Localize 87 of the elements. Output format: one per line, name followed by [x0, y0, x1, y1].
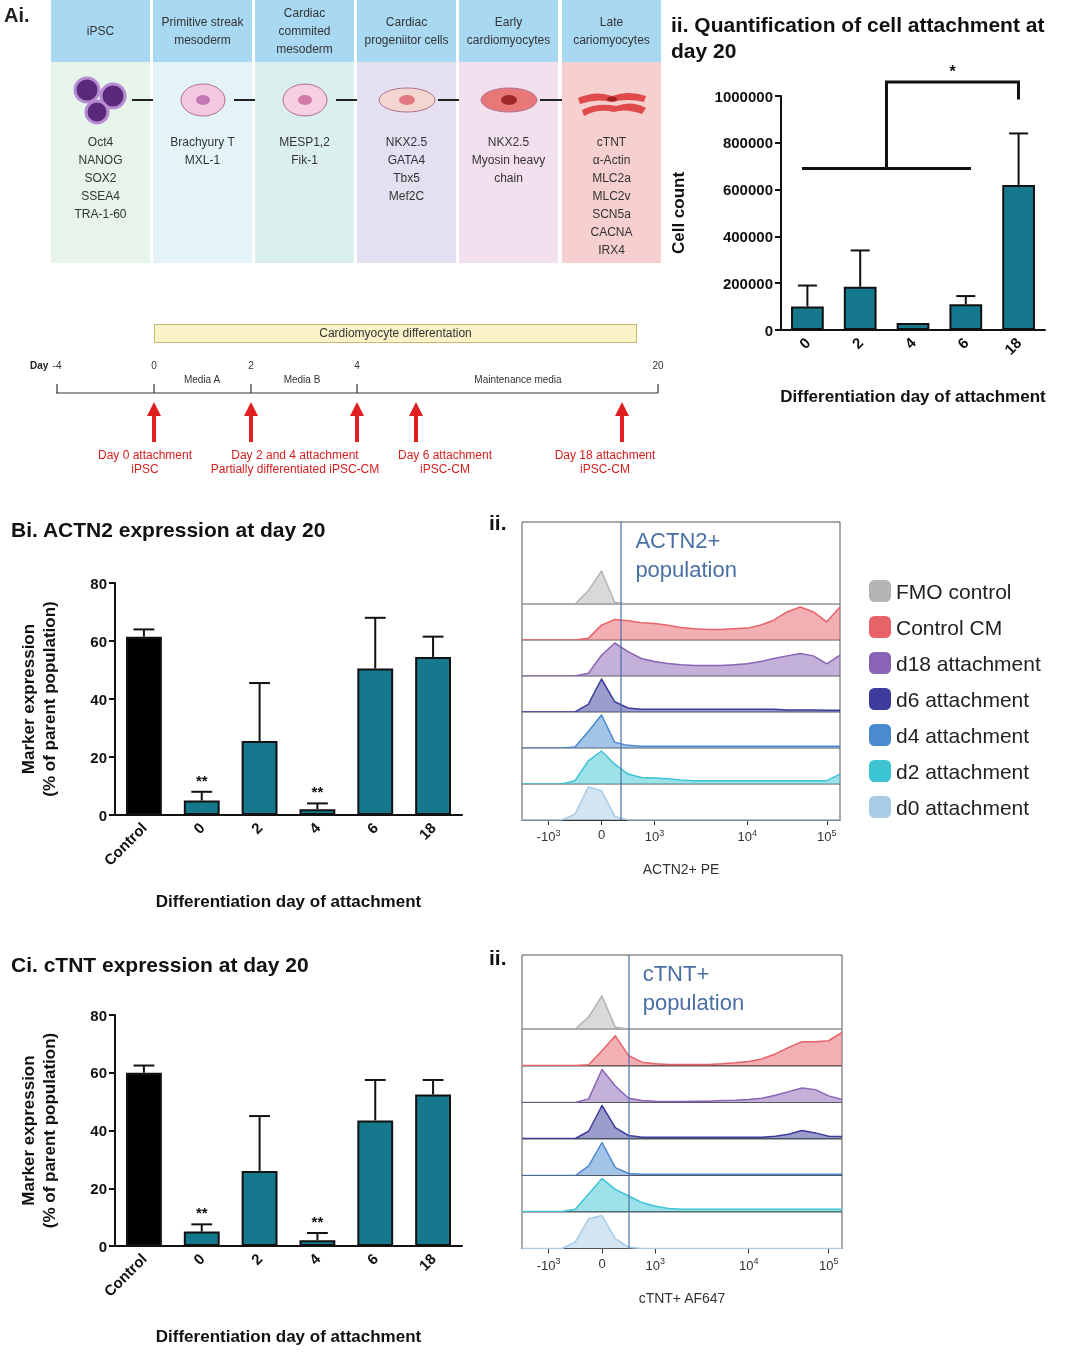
x-axis-title: Differentiation day of attachment [155, 892, 422, 911]
text: Media B [282, 374, 322, 385]
y-axis-title: Cell count [669, 171, 688, 255]
x-tick-label: 4 [901, 333, 920, 352]
chart-title: ii. [489, 946, 507, 969]
y-tick-label: 80 [90, 574, 107, 592]
x-tick-label: 4 [305, 1249, 324, 1268]
category-label: iPSC [85, 23, 116, 40]
chart-title: Bi. ACTN2 expression at day 20 [11, 517, 326, 541]
x-tick-label: 0 [189, 1249, 208, 1268]
x-axis-title: Differentiation day of attachment [155, 1327, 422, 1346]
legend-label: d18 attachment [896, 651, 1041, 675]
text: * [949, 63, 957, 81]
y-tick-label: 20 [90, 1179, 107, 1197]
x-tick-label: 18 [415, 1249, 440, 1274]
category-label: Primitive streak mesoderm [160, 14, 245, 49]
legend-label: d0 attachment [896, 795, 1030, 819]
chart-title: Ci. cTNT expression at day 20 [11, 952, 309, 976]
text: 20 [651, 360, 665, 371]
text: Day 0 attachment iPSC [97, 448, 193, 476]
y-axis-title: Marker expression (% of parent population) [19, 601, 59, 797]
x-tick-label: 6 [363, 1249, 382, 1268]
y-tick-label: 800000 [722, 134, 773, 152]
x-axis-title: cTNT+ AF647 [638, 1289, 726, 1305]
annotation: ** [195, 771, 208, 789]
y-tick-label: 80 [90, 1006, 107, 1024]
y-tick-label: 60 [90, 1064, 107, 1082]
x-tick-label: 0 [795, 333, 814, 352]
y-tick-label: 0 [764, 321, 773, 339]
text: NKX2.5 Myosin heavy chain [470, 134, 547, 187]
text: Day 6 attachment iPSC-CM [397, 448, 493, 476]
text: Ai. [4, 4, 30, 27]
annotation: ** [195, 1204, 208, 1222]
y-tick-label: 400000 [722, 227, 773, 245]
chart-title: ii. Quantification of cell attachment at day 20 [671, 12, 1051, 62]
annotation: ** [311, 783, 324, 801]
category-label: Cardiac commited mesoderm [275, 5, 334, 58]
y-axis-title: Marker expression (% of parent population) [19, 1032, 59, 1229]
annotation: ** [311, 1213, 324, 1231]
text: 0 [150, 360, 158, 371]
x-tick-label: 6 [363, 818, 382, 837]
category-label: Early cardiomyocytes [465, 14, 552, 49]
text: 4 [353, 360, 361, 371]
legend-label: Control CM [896, 615, 1003, 639]
y-tick-label: 40 [90, 1122, 107, 1139]
y-tick-label: 600000 [722, 181, 773, 199]
annotation: cTNT+ population [642, 961, 745, 1015]
x-tick-label: 4 [305, 818, 324, 837]
y-tick-label: 200000 [722, 274, 773, 292]
x-tick-label: 0 [598, 1255, 606, 1270]
text: NKX2.5 GATA4 Tbx5 Mef2C [384, 134, 429, 205]
legend-label: d6 attachment [896, 687, 1030, 711]
text: Day 2 and 4 attachment Partially differentiated iPSC-CM [210, 448, 380, 476]
x-tick-label: 6 [953, 333, 972, 352]
text: Media A [182, 374, 222, 385]
legend-label: FMO control [896, 579, 1012, 603]
category-label: Cardiac progeniitor cells [363, 14, 450, 49]
text: MESP1,2 Fik-1 [278, 134, 331, 169]
x-tick-label: 0 [597, 827, 606, 842]
y-tick-label: 40 [90, 690, 107, 708]
y-tick-label: 1000000 [714, 87, 773, 105]
text: Oct4 NANOG SOX2 SSEA4 TRA-1-60 [73, 134, 128, 223]
text: 2 [247, 360, 255, 371]
legend-label: d4 attachment [896, 723, 1030, 747]
x-tick-label: 2 [247, 818, 266, 837]
y-tick-label: 0 [98, 806, 107, 824]
text: Maintenance media [473, 374, 563, 385]
legend-label: d2 attachment [896, 759, 1030, 783]
x-tick-label: 18 [415, 818, 440, 843]
x-tick-label: 18 [1000, 333, 1025, 358]
annotation: ACTN2+ population [635, 528, 737, 582]
text: -4 [52, 360, 62, 371]
y-tick-label: 20 [90, 748, 107, 766]
text: Brachyury T MXL-1 [169, 134, 236, 169]
y-tick-label: 60 [90, 632, 107, 650]
text: cTNT α-Actin MLC2a MLC2v SCN5a CACNA IRX4 [589, 134, 634, 259]
text: Day 18 attachment iPSC-CM [553, 448, 657, 476]
text: Day [30, 360, 49, 371]
x-axis-title: ACTN2+ PE [642, 861, 720, 877]
category-label: Late cariomyocytes [572, 14, 651, 49]
text: Cardiomyocyte differentation [154, 324, 637, 343]
y-tick-label: 0 [98, 1237, 107, 1255]
x-axis-title: Differentiation day of attachment [780, 387, 1047, 406]
x-tick-label: 0 [189, 818, 208, 837]
chart-title: ii. [489, 511, 507, 534]
x-tick-label: 2 [848, 333, 867, 352]
x-tick-label: 2 [247, 1249, 266, 1268]
